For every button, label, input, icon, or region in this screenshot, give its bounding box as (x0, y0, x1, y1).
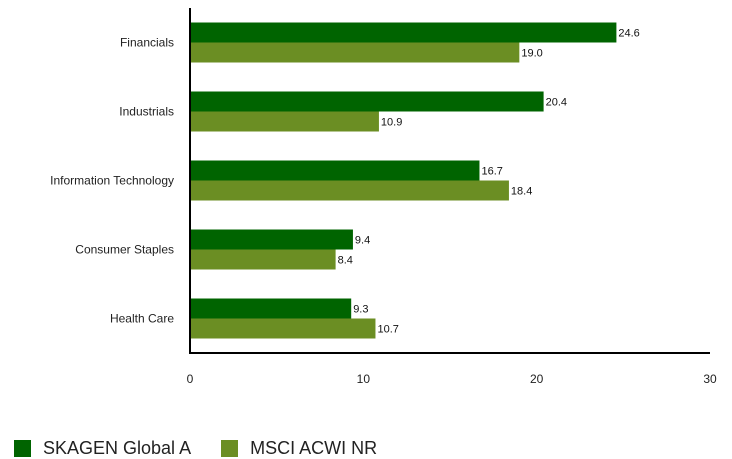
bar-health-care-series-1 (190, 298, 352, 319)
legend: SKAGEN Global A MSCI ACWI NR (14, 438, 407, 459)
x-tick-label-30: 30 (703, 372, 717, 386)
category-label-financials: Financials (120, 36, 174, 50)
data-label-consumer-staples-series-1: 9.4 (355, 235, 370, 247)
category-label-information-technology: Information Technology (50, 174, 174, 188)
data-label-information-technology-series-2: 18.4 (511, 186, 532, 198)
data-label-information-technology-series-1: 16.7 (481, 166, 502, 178)
category-label-consumer-staples: Consumer Staples (75, 243, 174, 257)
legend-label-skagen: SKAGEN Global A (43, 438, 192, 458)
bar-industrials-series-2 (190, 111, 379, 132)
bar-industrials-series-1 (190, 91, 544, 112)
data-label-financials-series-2: 19.0 (521, 48, 542, 60)
bar-consumer-staples-series-2 (190, 249, 336, 270)
legend-swatch-msci (221, 440, 239, 457)
bar-financials-series-1 (190, 22, 617, 43)
x-tick-label-10: 10 (357, 372, 371, 386)
data-label-financials-series-1: 24.6 (618, 28, 639, 40)
category-label-health-care: Health Care (110, 312, 174, 326)
data-label-industrials-series-2: 10.9 (381, 117, 402, 129)
category-label-industrials: Industrials (119, 105, 174, 119)
legend-swatch-skagen (14, 440, 31, 457)
bar-chart: 24.6 19.0 Financials 20.4 10.9 Industrials 16.… (50, 8, 717, 386)
data-label-health-care-series-1: 9.3 (353, 304, 368, 316)
x-tick-label-0: 0 (187, 372, 194, 386)
data-label-industrials-series-1: 20.4 (546, 97, 567, 109)
bar-health-care-series-2 (190, 318, 376, 339)
legend-item-msci: MSCI ACWI NR (221, 438, 377, 459)
x-tick-label-20: 20 (530, 372, 544, 386)
legend-label-msci: MSCI ACWI NR (250, 438, 378, 458)
legend-item-skagen: SKAGEN Global A (14, 438, 191, 459)
bar-information-technology-series-1 (190, 160, 480, 181)
bar-consumer-staples-series-1 (190, 229, 353, 250)
data-label-consumer-staples-series-2: 8.4 (338, 255, 353, 267)
bar-information-technology-series-2 (190, 180, 509, 201)
data-label-health-care-series-2: 10.7 (377, 324, 398, 336)
bar-financials-series-2 (190, 42, 520, 63)
